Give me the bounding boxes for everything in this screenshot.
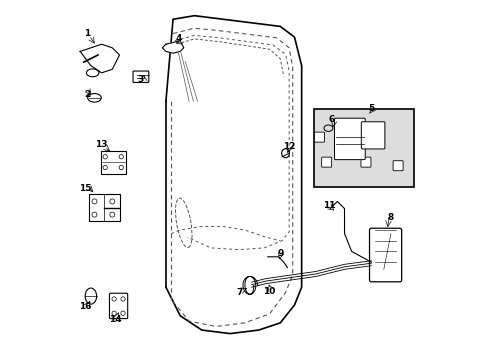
Polygon shape: [162, 41, 183, 53]
FancyBboxPatch shape: [361, 122, 384, 149]
FancyBboxPatch shape: [101, 151, 125, 174]
Text: 2: 2: [84, 90, 90, 99]
Text: 16: 16: [79, 302, 92, 311]
Polygon shape: [80, 44, 119, 73]
Text: 14: 14: [109, 315, 121, 324]
Text: 7: 7: [236, 288, 242, 297]
FancyBboxPatch shape: [88, 194, 120, 221]
FancyBboxPatch shape: [109, 293, 127, 319]
FancyBboxPatch shape: [321, 157, 331, 167]
Text: 9: 9: [277, 249, 283, 258]
FancyBboxPatch shape: [313, 109, 413, 187]
Text: 6: 6: [328, 116, 334, 125]
Text: 4: 4: [175, 35, 181, 44]
FancyBboxPatch shape: [392, 161, 402, 171]
Text: 15: 15: [79, 184, 92, 193]
Text: 1: 1: [84, 29, 90, 38]
Text: 8: 8: [387, 213, 393, 222]
FancyBboxPatch shape: [133, 71, 148, 82]
Text: 5: 5: [367, 104, 374, 113]
Text: 13: 13: [95, 140, 108, 149]
Text: 12: 12: [283, 141, 295, 150]
FancyBboxPatch shape: [369, 228, 401, 282]
FancyBboxPatch shape: [360, 157, 370, 167]
FancyBboxPatch shape: [334, 118, 365, 159]
Text: 3: 3: [138, 76, 144, 85]
Text: 11: 11: [323, 201, 335, 210]
FancyBboxPatch shape: [314, 132, 324, 142]
Text: 10: 10: [263, 287, 275, 296]
